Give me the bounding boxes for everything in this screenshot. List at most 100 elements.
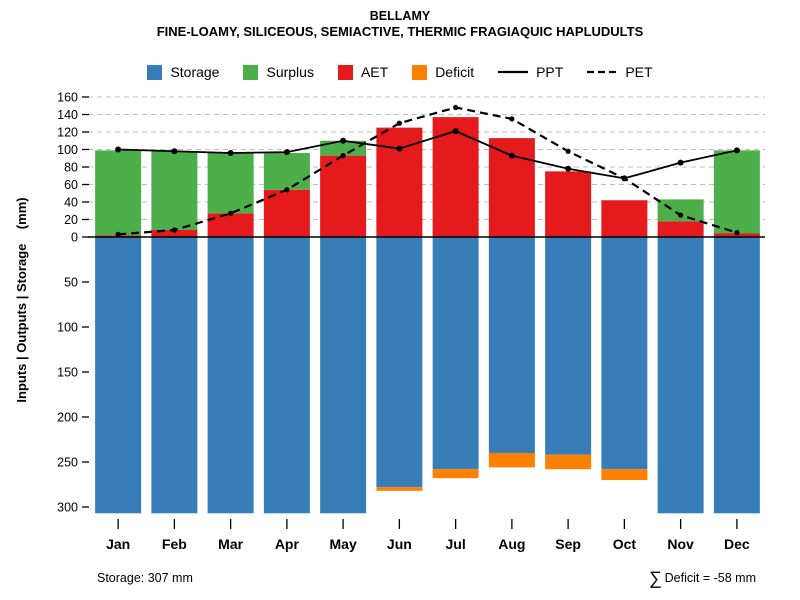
ppt-line-point bbox=[115, 146, 122, 153]
svg-text:0: 0 bbox=[71, 231, 78, 245]
pet-line-point bbox=[340, 153, 346, 159]
pet-line-point bbox=[284, 187, 290, 193]
pet-line-point bbox=[396, 120, 402, 126]
svg-text:20: 20 bbox=[64, 213, 78, 227]
svg-text:100: 100 bbox=[57, 143, 78, 157]
month-label-jul: Jul bbox=[446, 536, 466, 552]
bar-storage-oct bbox=[601, 237, 648, 470]
pet-line-point bbox=[453, 104, 459, 111]
pet-line-point bbox=[171, 227, 177, 233]
svg-text:250: 250 bbox=[57, 456, 78, 470]
legend-label: AET bbox=[360, 64, 389, 80]
svg-text:100: 100 bbox=[57, 321, 78, 335]
deficit-note: ∑ Deficit = -58 mm bbox=[649, 569, 756, 587]
ppt-line-point bbox=[733, 147, 740, 154]
ppt-line bbox=[115, 128, 740, 182]
bar-storage-sep bbox=[545, 237, 592, 455]
bar-surplus-dec bbox=[713, 150, 760, 234]
bar-aet-nov bbox=[657, 221, 704, 237]
ppt-line-point bbox=[340, 137, 347, 144]
bar-storage-jan bbox=[95, 237, 142, 514]
bar-aet-sep bbox=[545, 171, 592, 237]
bar-aet-dec bbox=[713, 233, 760, 237]
legend-label: PET bbox=[625, 64, 653, 80]
ppt-line-point bbox=[677, 159, 684, 166]
ppt-line-sample bbox=[498, 70, 529, 74]
aet-swatch bbox=[337, 64, 353, 80]
svg-text:300: 300 bbox=[57, 501, 78, 515]
bar-surplus-apr bbox=[263, 153, 310, 190]
svg-text:150: 150 bbox=[57, 366, 78, 380]
bar-aet-feb bbox=[151, 230, 198, 237]
svg-text:140: 140 bbox=[57, 108, 78, 122]
ppt-line-point bbox=[565, 165, 572, 172]
legend-item-aet: AET bbox=[337, 64, 389, 80]
pet-line-point bbox=[678, 212, 684, 218]
svg-text:60: 60 bbox=[64, 178, 78, 192]
svg-text:120: 120 bbox=[57, 126, 78, 140]
bar-storage-nov bbox=[657, 237, 704, 514]
y-axis-title: Inputs | Outputs | Storage (mm) bbox=[14, 197, 29, 402]
pet-line-point bbox=[734, 230, 740, 236]
bar-storage-jul bbox=[432, 237, 479, 470]
storage-note: Storage: 307 mm bbox=[97, 571, 193, 585]
bar-storage-aug bbox=[488, 237, 535, 453]
bar-storage-apr bbox=[263, 237, 310, 514]
legend-item-surplus: Surplus bbox=[243, 64, 314, 80]
x-axis: Jan Feb Mar Apr May Jun Jul Aug Sep Oct Nov Dec bbox=[106, 519, 750, 552]
svg-text:200: 200 bbox=[57, 411, 78, 425]
bar-deficit-jul bbox=[432, 469, 479, 479]
bar-deficit-oct bbox=[601, 469, 648, 480]
legend-item-deficit: Deficit bbox=[412, 64, 474, 80]
bar-surplus-may bbox=[320, 140, 367, 156]
bar-storage-mar bbox=[207, 237, 254, 514]
month-label-jun: Jun bbox=[387, 536, 412, 552]
month-label-aug: Aug bbox=[498, 536, 525, 552]
ppt-line-point bbox=[283, 149, 290, 156]
bar-aet-mar bbox=[207, 213, 254, 237]
pet-line-point bbox=[509, 116, 515, 122]
svg-text:160: 160 bbox=[57, 91, 78, 105]
pet-line bbox=[115, 104, 740, 237]
ppt-line-point bbox=[227, 150, 234, 156]
gridlines bbox=[88, 96, 765, 220]
month-label-nov: Nov bbox=[667, 536, 694, 552]
svg-text:40: 40 bbox=[64, 196, 78, 210]
bar-aet-oct bbox=[601, 200, 648, 237]
ppt-line-point bbox=[508, 152, 515, 159]
y-axis: 0 20 40 60 80 100 120 140 160 50 100 150 200 250 300 bbox=[57, 91, 89, 515]
chart-subtitle: FINE-LOAMY, SILICEOUS, SEMIACTIVE, THERM… bbox=[156, 24, 644, 39]
pet-line-point bbox=[115, 231, 121, 237]
month-label-mar: Mar bbox=[218, 536, 243, 552]
legend-label: Storage bbox=[170, 64, 220, 80]
pet-line-point bbox=[228, 210, 234, 216]
pet-line-point bbox=[565, 148, 571, 154]
bar-surplus-jan bbox=[95, 150, 142, 236]
ppt-line-point bbox=[621, 175, 628, 182]
deficit-swatch bbox=[412, 64, 428, 80]
legend-label: PPT bbox=[536, 64, 564, 80]
ppt-line-point bbox=[452, 128, 459, 135]
month-label-sep: Sep bbox=[555, 536, 581, 552]
bars-layer bbox=[95, 117, 760, 514]
legend-item-storage: Storage bbox=[147, 64, 219, 80]
bar-storage-feb bbox=[151, 237, 198, 514]
month-label-feb: Feb bbox=[162, 536, 187, 552]
chart-title: BELLAMY bbox=[369, 9, 431, 23]
sigma-symbol: ∑ bbox=[648, 568, 662, 588]
month-label-oct: Oct bbox=[613, 536, 637, 552]
bar-surplus-mar bbox=[207, 153, 254, 214]
legend-item-pet: PET bbox=[587, 64, 653, 80]
ppt-line-point bbox=[171, 148, 178, 155]
month-label-dec: Dec bbox=[724, 536, 750, 552]
bar-aet-apr bbox=[263, 189, 310, 237]
bar-deficit-sep bbox=[545, 454, 592, 470]
chart-legend: Storage Surplus AET Deficit PPT PET bbox=[0, 64, 800, 80]
month-label-jan: Jan bbox=[106, 536, 130, 552]
ppt-line-point bbox=[396, 145, 403, 152]
pet-line-sample bbox=[587, 70, 618, 74]
legend-label: Deficit bbox=[435, 64, 475, 80]
storage-swatch bbox=[147, 64, 163, 80]
svg-text:80: 80 bbox=[64, 161, 78, 175]
